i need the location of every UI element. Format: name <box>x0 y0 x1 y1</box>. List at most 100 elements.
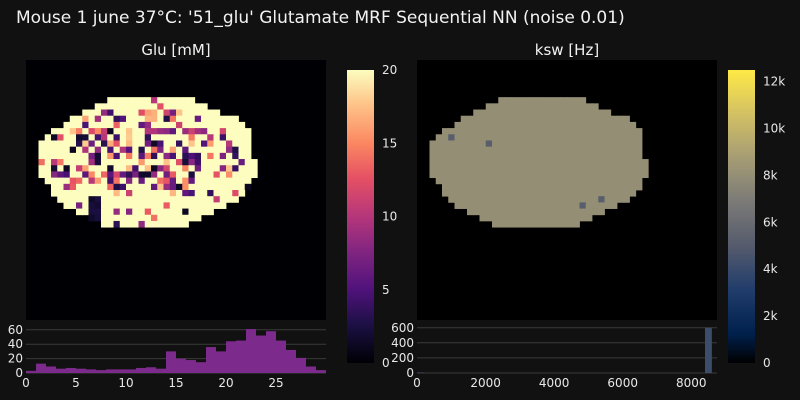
glu-map-pixel <box>138 97 146 104</box>
glu-map-pixel <box>194 152 202 160</box>
glu-map-pixel <box>69 190 77 197</box>
ksw-map-pixel <box>567 177 574 185</box>
ksw-map-pixel <box>592 159 599 166</box>
glu-map-pixel <box>132 134 139 141</box>
ksw-map-pixel <box>442 140 449 148</box>
ksw-map-pixel <box>548 128 555 135</box>
glu-map-pixel <box>157 220 164 228</box>
ksw-map-pixel <box>492 121 499 129</box>
ksw-map-pixel <box>448 165 455 172</box>
glu-map-pixel <box>126 202 133 209</box>
glu-histogram-x-tick-label: 25 <box>268 376 283 390</box>
ksw-map-pixel <box>535 165 543 172</box>
glu-map-pixel <box>126 183 133 191</box>
glu-map-pixel <box>113 109 121 117</box>
ksw-map-pixel <box>460 115 468 123</box>
ksw-map-pixel <box>498 109 505 117</box>
glu-map-pixel <box>113 159 121 166</box>
ksw-map-pixel <box>610 196 618 203</box>
glu-map-pixel <box>144 196 152 203</box>
ksw-map-pixel <box>448 171 455 179</box>
glu-map-pixel <box>88 140 96 148</box>
ksw-histogram-x-tick-label: 8000 <box>676 376 707 390</box>
glu-map-pixel <box>176 165 183 172</box>
ksw-map-pixel <box>510 97 518 104</box>
ksw-map-pixel <box>492 109 499 117</box>
ksw-map-pixel <box>510 109 518 117</box>
ksw-map-pixel <box>592 146 599 154</box>
glu-map-pixel <box>138 165 146 172</box>
ksw-map-pixel <box>617 121 624 129</box>
ksw-map-pixel <box>617 177 624 185</box>
glu-map-pixel <box>82 146 89 154</box>
glu-map-pixel <box>88 152 96 160</box>
glu-map-pixel <box>88 190 96 197</box>
glu-histogram-bar <box>66 367 76 373</box>
ksw-map-pixel <box>448 152 455 160</box>
ksw-map-pixel <box>623 128 630 135</box>
ksw-map-pixel <box>535 134 543 141</box>
glu-map-pixel <box>138 115 146 123</box>
ksw-map-pixel <box>542 128 549 135</box>
ksw-map-pixel <box>498 171 505 179</box>
glu-map-pixel <box>113 190 121 197</box>
glu-map-pixel <box>126 171 133 179</box>
ksw-map-pixel <box>448 196 455 203</box>
glu-map-pixel <box>201 109 208 117</box>
ksw-map-pixel <box>517 220 524 228</box>
glu-map-pixel <box>213 152 221 160</box>
glu-map-pixel <box>57 177 64 185</box>
glu-map-pixel <box>188 214 196 222</box>
ksw-map-pixel <box>554 128 562 135</box>
glu-map-pixel <box>219 128 227 135</box>
glu-map-pixel <box>169 196 177 203</box>
ksw-map-pixel <box>479 140 487 148</box>
glu-map-pixel <box>182 97 189 104</box>
glu-map-pixel <box>238 183 246 191</box>
ksw-map-pixel <box>560 214 568 222</box>
ksw-map-pixel <box>473 121 480 129</box>
glu-map-pixel <box>188 140 196 148</box>
glu-map-pixel <box>44 140 52 148</box>
glu-map-pixel <box>194 146 202 154</box>
ksw-map-pixel <box>548 220 555 228</box>
ksw-map-pixel <box>604 134 612 141</box>
glu-map-pixel <box>144 134 152 141</box>
ksw-map-pixel <box>485 128 493 135</box>
glu-map-pixel <box>238 140 246 148</box>
glu-map-pixel <box>94 152 102 160</box>
glu-map-pixel <box>226 134 233 141</box>
ksw-map-pixel <box>467 128 474 135</box>
glu-map-pixel <box>82 177 89 185</box>
glu-map-pixel <box>176 220 183 228</box>
ksw-map-pixel <box>629 190 637 197</box>
ksw-map-pixel <box>610 190 618 197</box>
ksw-map-pixel <box>435 152 443 160</box>
ksw-map-pixel <box>485 121 493 129</box>
glu-map-pixel <box>138 190 146 197</box>
ksw-map-pixel <box>554 115 562 123</box>
ksw-map-pixel <box>548 146 555 154</box>
glu-map-pixel <box>176 214 183 222</box>
ksw-histogram-x-tick-label: 0 <box>413 376 421 390</box>
glu-map-title: Glu [mM] <box>141 41 210 59</box>
ksw-map-pixel <box>467 208 474 216</box>
glu-map-pixel <box>194 190 202 197</box>
ksw-map-pixel <box>510 146 518 154</box>
glu-map-pixel <box>194 202 202 209</box>
glu-map-pixel <box>119 109 127 117</box>
glu-map-pixel <box>163 190 171 197</box>
ksw-map-pixel <box>629 165 637 172</box>
glu-map-pixel <box>244 146 252 154</box>
glu-map-pixel <box>188 109 196 117</box>
glu-map-pixel <box>201 202 208 209</box>
ksw-map-pixel <box>573 177 580 185</box>
glu-map-pixel <box>51 165 58 172</box>
ksw-map-pixel <box>492 171 499 179</box>
ksw-map-pixel <box>467 196 474 203</box>
glu-map-pixel <box>176 97 183 104</box>
ksw-map-pixel <box>560 134 568 141</box>
glu-map-pixel <box>126 121 133 129</box>
ksw-map-pixel <box>635 159 643 166</box>
